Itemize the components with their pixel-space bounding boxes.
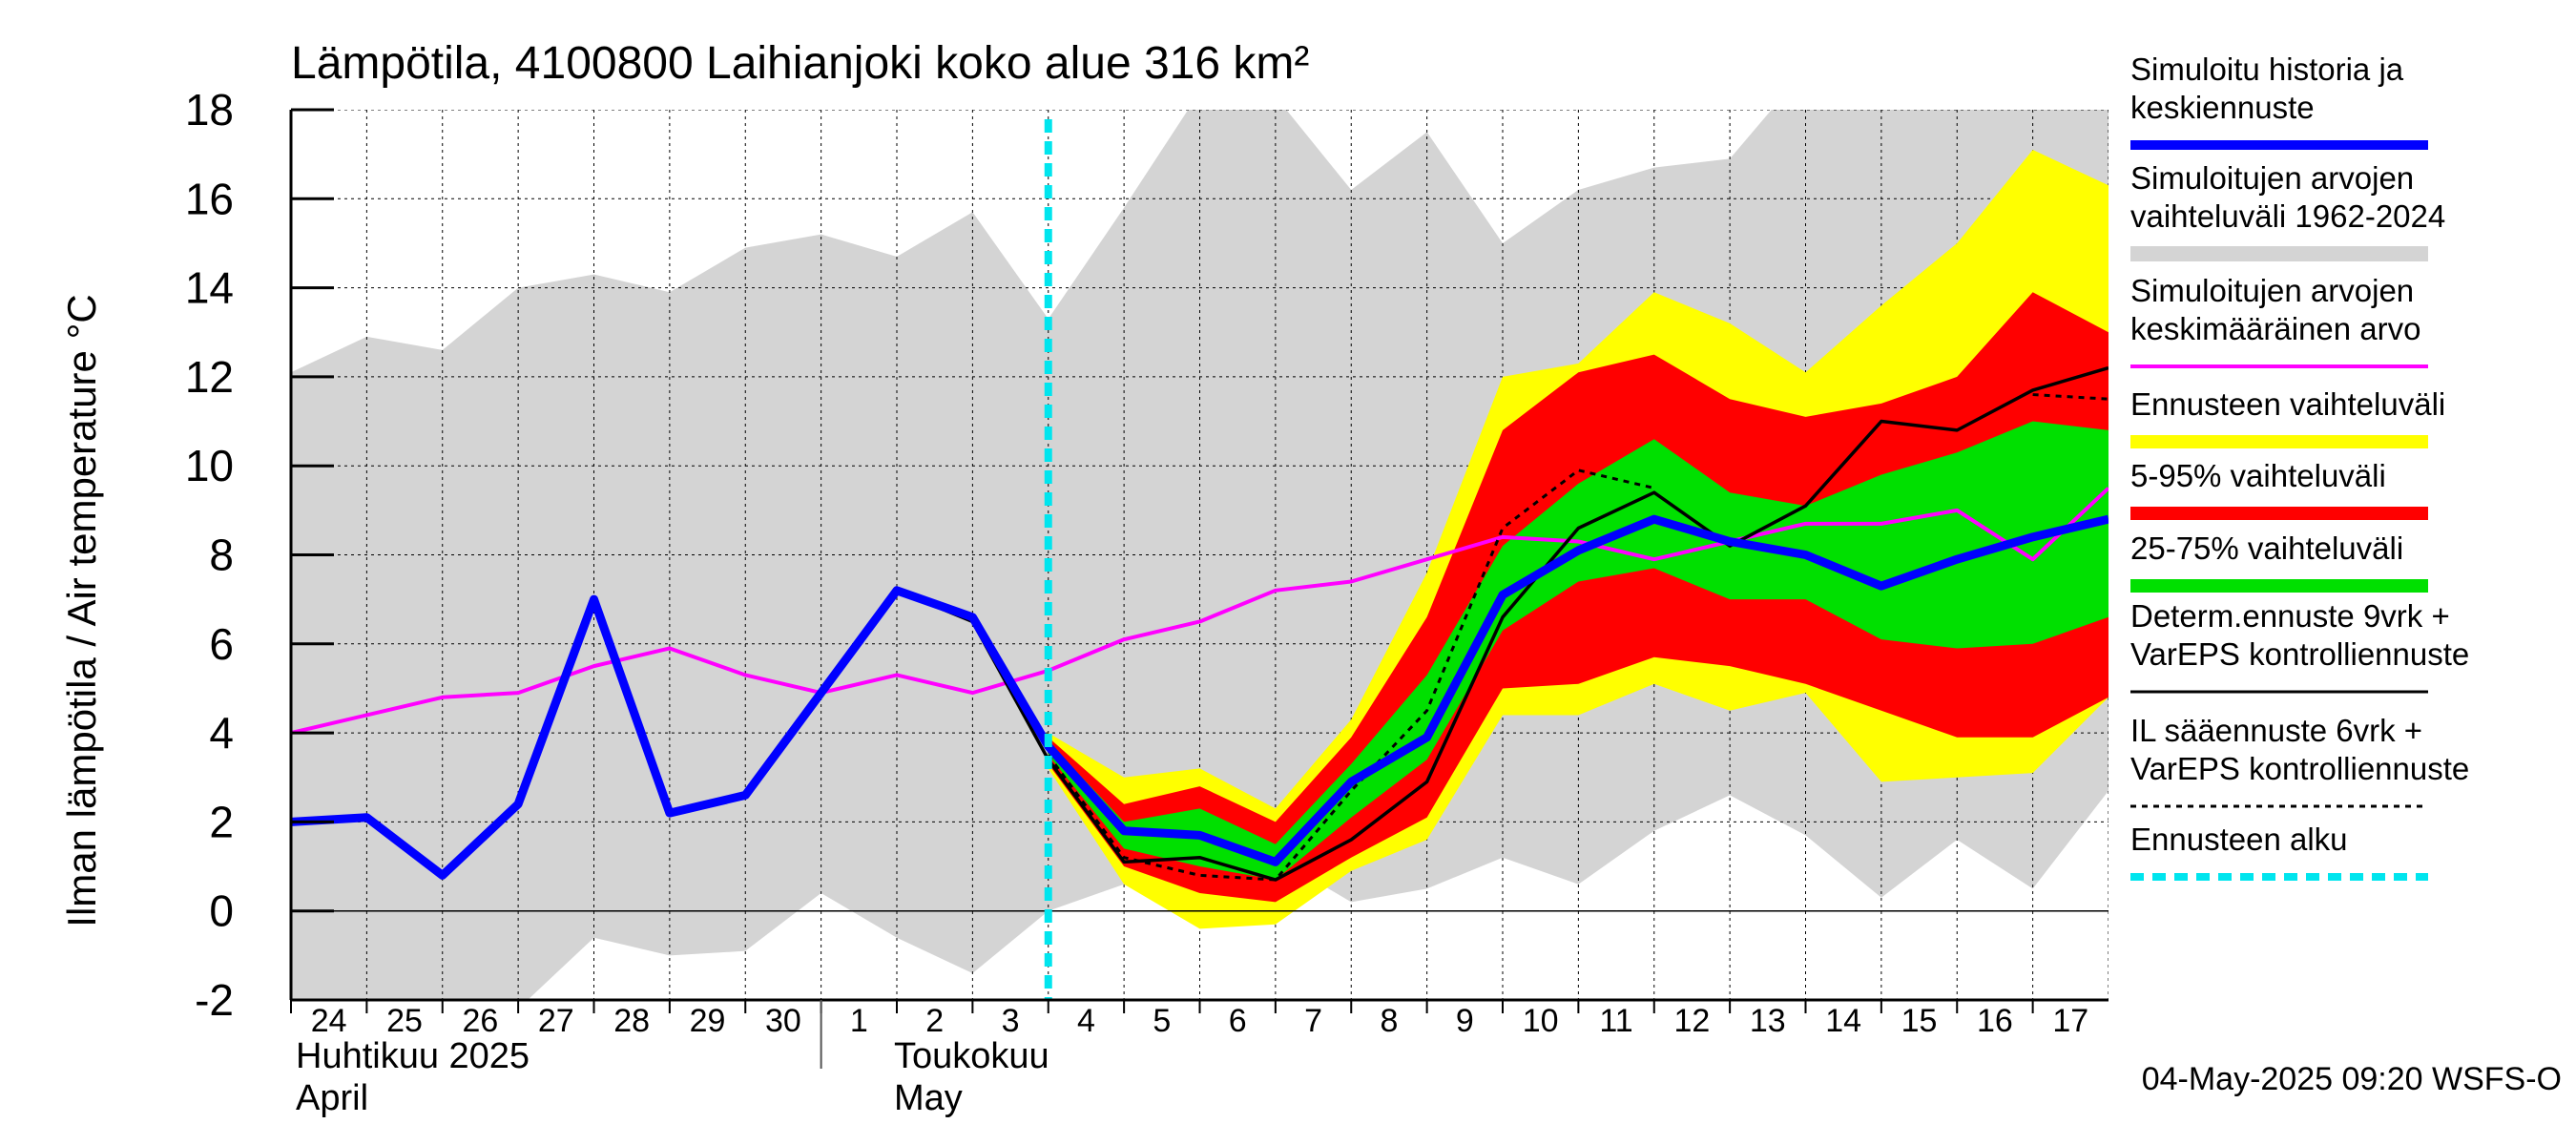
y-tick-label: 2	[209, 797, 234, 846]
y-tick-label: 10	[185, 441, 234, 490]
x-tick-label: 2	[925, 1003, 944, 1039]
x-tick-label: 30	[765, 1003, 801, 1039]
x-tick-label: 17	[2052, 1003, 2088, 1039]
x-tick-label: 27	[538, 1003, 574, 1039]
simulated-history-line	[291, 514, 2109, 880]
y-tick-label: 16	[185, 174, 234, 223]
x-tick-label: 14	[1825, 1003, 1861, 1039]
legend-label: Simuloitujen arvojen	[2130, 160, 2414, 196]
legend-label: VarEPS kontrolliennuste	[2130, 636, 2469, 672]
month-label-en: May	[894, 1078, 963, 1118]
y-tick-label: 4	[209, 708, 234, 758]
month-label-fi: Huhtikuu 2025	[296, 1036, 530, 1076]
legend-label: IL sääennuste 6vrk +	[2130, 713, 2422, 748]
month-label-en: April	[296, 1078, 368, 1118]
x-tick-label: 6	[1229, 1003, 1247, 1039]
y-tick-label: 12	[185, 352, 234, 402]
legend-label: 5-95% vaihteluväli	[2130, 458, 2386, 493]
p25-75-band	[1048, 421, 2109, 881]
legend-label: VarEPS kontrolliennuste	[2130, 751, 2469, 786]
x-tick-label: 24	[311, 1003, 347, 1039]
x-tick-label: 1	[850, 1003, 868, 1039]
chart-title: Lämpötila, 4100800 Laihianjoki koko alue…	[291, 38, 1309, 89]
y-tick-label: -2	[195, 975, 234, 1025]
x-tick-label: 9	[1456, 1003, 1474, 1039]
il-forecast-line	[1047, 393, 2109, 882]
legend-label: keskimääräinen arvo	[2130, 311, 2420, 346]
x-tick-label: 29	[690, 1003, 726, 1039]
y-tick-label: 18	[185, 85, 234, 135]
x-tick-label: 28	[613, 1003, 650, 1039]
x-tick-label: 3	[1002, 1003, 1020, 1039]
p5-95-band	[1048, 292, 2109, 903]
legend-label: Simuloitu historia ja	[2130, 52, 2404, 87]
legend-label: Ennusteen vaihteluväli	[2130, 386, 2445, 422]
x-tick-label: 15	[1901, 1003, 1938, 1039]
x-tick-label: 12	[1674, 1003, 1711, 1039]
x-tick-label: 5	[1153, 1003, 1171, 1039]
y-tick-label: 6	[209, 619, 234, 669]
x-tick-label: 16	[1977, 1003, 2013, 1039]
legend-label: Simuloitujen arvojen	[2130, 273, 2414, 308]
y-tick-label: 8	[209, 531, 234, 580]
legend-label: Ennusteen alku	[2130, 822, 2348, 857]
legend-label: Determ.ennuste 9vrk +	[2130, 598, 2450, 634]
plot-clipped	[291, 110, 2109, 1000]
x-tick-label: 13	[1750, 1003, 1786, 1039]
legend-label: vaihteluväli 1962-2024	[2130, 198, 2445, 234]
x-tick-label: 25	[386, 1003, 423, 1039]
y-tick-label: 14	[185, 263, 234, 313]
legend-label: keskiennuste	[2130, 90, 2315, 125]
deterministic-forecast-line	[896, 365, 2109, 882]
x-tick-label: 11	[1599, 1003, 1632, 1039]
x-tick-label: 4	[1077, 1003, 1095, 1039]
legend-label: 25-75% vaihteluväli	[2130, 531, 2403, 566]
y-tick-label: 0	[209, 886, 234, 936]
x-tick-label: 7	[1304, 1003, 1322, 1039]
y-axis-label: Ilman lämpötila / Air temperature °C	[59, 294, 104, 926]
plot-area	[291, 110, 2109, 1000]
timestamp-label: 04-May-2025 09:20 WSFS-O	[2142, 1061, 2562, 1097]
x-tick-label: 8	[1380, 1003, 1398, 1039]
x-tick-label: 26	[463, 1003, 499, 1039]
month-label-fi: Toukokuu	[894, 1036, 1049, 1076]
x-tick-label: 10	[1523, 1003, 1559, 1039]
mean-series-line	[291, 487, 2109, 736]
